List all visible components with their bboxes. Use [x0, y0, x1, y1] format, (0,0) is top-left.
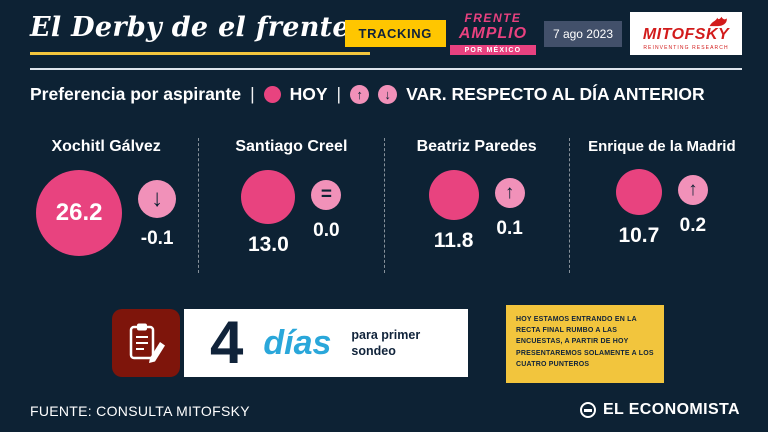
preference-bubble: 26.2: [36, 170, 123, 256]
editorial-note: HOY ESTAMOS ENTRANDO EN LA RECTA FINAL R…: [506, 305, 664, 383]
up-arrow-icon: ↑: [350, 85, 370, 104]
countdown-number: 4: [210, 309, 244, 376]
trend-group: = 0.0: [311, 180, 342, 242]
page-title: El Derby de el frente: [30, 12, 350, 43]
countdown-caption: para primer sondeo: [351, 327, 421, 358]
candidate-name: Santiago Creel: [235, 138, 348, 155]
frente-amplio-logo: FRENTE AMPLIO POR MÉXICO: [446, 10, 540, 57]
frente-line1: FRENTE: [464, 11, 522, 25]
countdown-box: 4 días para primer sondeo: [184, 309, 468, 377]
candidate-figures: 26.2 ↓ -0.1: [22, 170, 190, 256]
down-arrow-icon: ↓: [138, 180, 177, 218]
frente-line2: AMPLIO: [458, 25, 528, 43]
candidate-xochitl-galvez: Xochitl Gálvez 26.2 ↓ -0.1: [14, 138, 200, 273]
el-economista-wordmark: EL ECONOMISTA: [602, 401, 740, 418]
value-group: 13.0: [241, 170, 296, 257]
value-group: 11.8: [428, 170, 479, 253]
candidate-name: Enrique de la Madrid: [588, 138, 736, 155]
up-arrow-icon: ↑: [677, 175, 708, 205]
countdown-unit: días: [263, 323, 332, 362]
candidate-santiago-creel: Santiago Creel 13.0 = 0.0: [199, 138, 385, 273]
tracking-badge: TRACKING: [344, 20, 446, 48]
candidate-name: Xochitl Gálvez: [51, 138, 161, 155]
preference-value: 10.7: [618, 224, 660, 247]
legend-hoy-label: HOY: [289, 84, 328, 104]
header-divider: [30, 68, 742, 70]
date-badge: 7 ago 2023: [543, 20, 622, 47]
change-value: 0.2: [679, 215, 707, 236]
source-credit: FUENTE: CONSULTA MITOFSKY: [30, 403, 250, 419]
frente-line3: POR MÉXICO: [449, 44, 536, 56]
hoy-dot-icon: [263, 86, 281, 103]
clipboard-icon-box: [112, 309, 180, 377]
preference-bubble: [241, 170, 296, 224]
candidate-name: Beatriz Paredes: [416, 138, 537, 155]
candidate-figures: 10.7 ↑ 0.2: [578, 169, 746, 248]
rooster-icon: [709, 16, 727, 27]
preference-value: 26.2: [55, 199, 103, 226]
separator: |: [250, 84, 255, 104]
legend: Preferencia por aspirante | HOY | ↑ ↓ VA…: [30, 84, 705, 105]
candidate-figures: 11.8 ↑ 0.1: [393, 170, 561, 253]
change-value: -0.1: [140, 228, 174, 249]
clipboard-pencil-icon: [129, 323, 165, 363]
candidate-figures: 13.0 = 0.0: [207, 170, 375, 257]
change-value: 0.0: [313, 220, 340, 241]
mitofsky-logo: MITOFSKY REINVENTING RESEARCH: [630, 12, 742, 56]
preference-value: 13.0: [247, 233, 289, 256]
el-economista-mark-icon: [579, 402, 596, 418]
candidates-row: Xochitl Gálvez 26.2 ↓ -0.1 Santiago Cree…: [14, 138, 754, 273]
equal-icon: =: [311, 180, 342, 210]
trend-group: ↑ 0.1: [494, 178, 525, 240]
value-group: 10.7: [615, 169, 662, 248]
candidate-beatriz-paredes: Beatriz Paredes 11.8 ↑ 0.1: [385, 138, 570, 273]
separator: |: [336, 84, 342, 104]
up-arrow-icon: ↑: [494, 178, 525, 208]
legend-title: Preferencia por aspirante: [30, 84, 242, 104]
header-logos: TRACKING FRENTE AMPLIO POR MÉXICO 7 ago …: [344, 10, 742, 57]
preference-bubble: [428, 170, 479, 220]
trend-group: ↓ -0.1: [138, 180, 177, 250]
candidate-enrique-de-la-madrid: Enrique de la Madrid 10.7 ↑ 0.2: [570, 138, 754, 273]
title-underline: [30, 52, 370, 55]
down-arrow-icon: ↓: [378, 85, 398, 104]
mitofsky-tagline: REINVENTING RESEARCH: [643, 45, 729, 52]
el-economista-logo: EL ECONOMISTA: [579, 401, 740, 419]
mitofsky-wordmark: MITOFSKY: [642, 26, 730, 44]
countdown-section: 4 días para primer sondeo HOY ESTAMOS EN…: [0, 303, 768, 387]
legend-var-label: VAR. RESPECTO AL DÍA ANTERIOR: [406, 84, 705, 104]
change-value: 0.1: [496, 218, 523, 239]
trend-group: ↑ 0.2: [677, 175, 708, 237]
preference-bubble: [615, 169, 662, 215]
preference-value: 11.8: [433, 229, 474, 252]
